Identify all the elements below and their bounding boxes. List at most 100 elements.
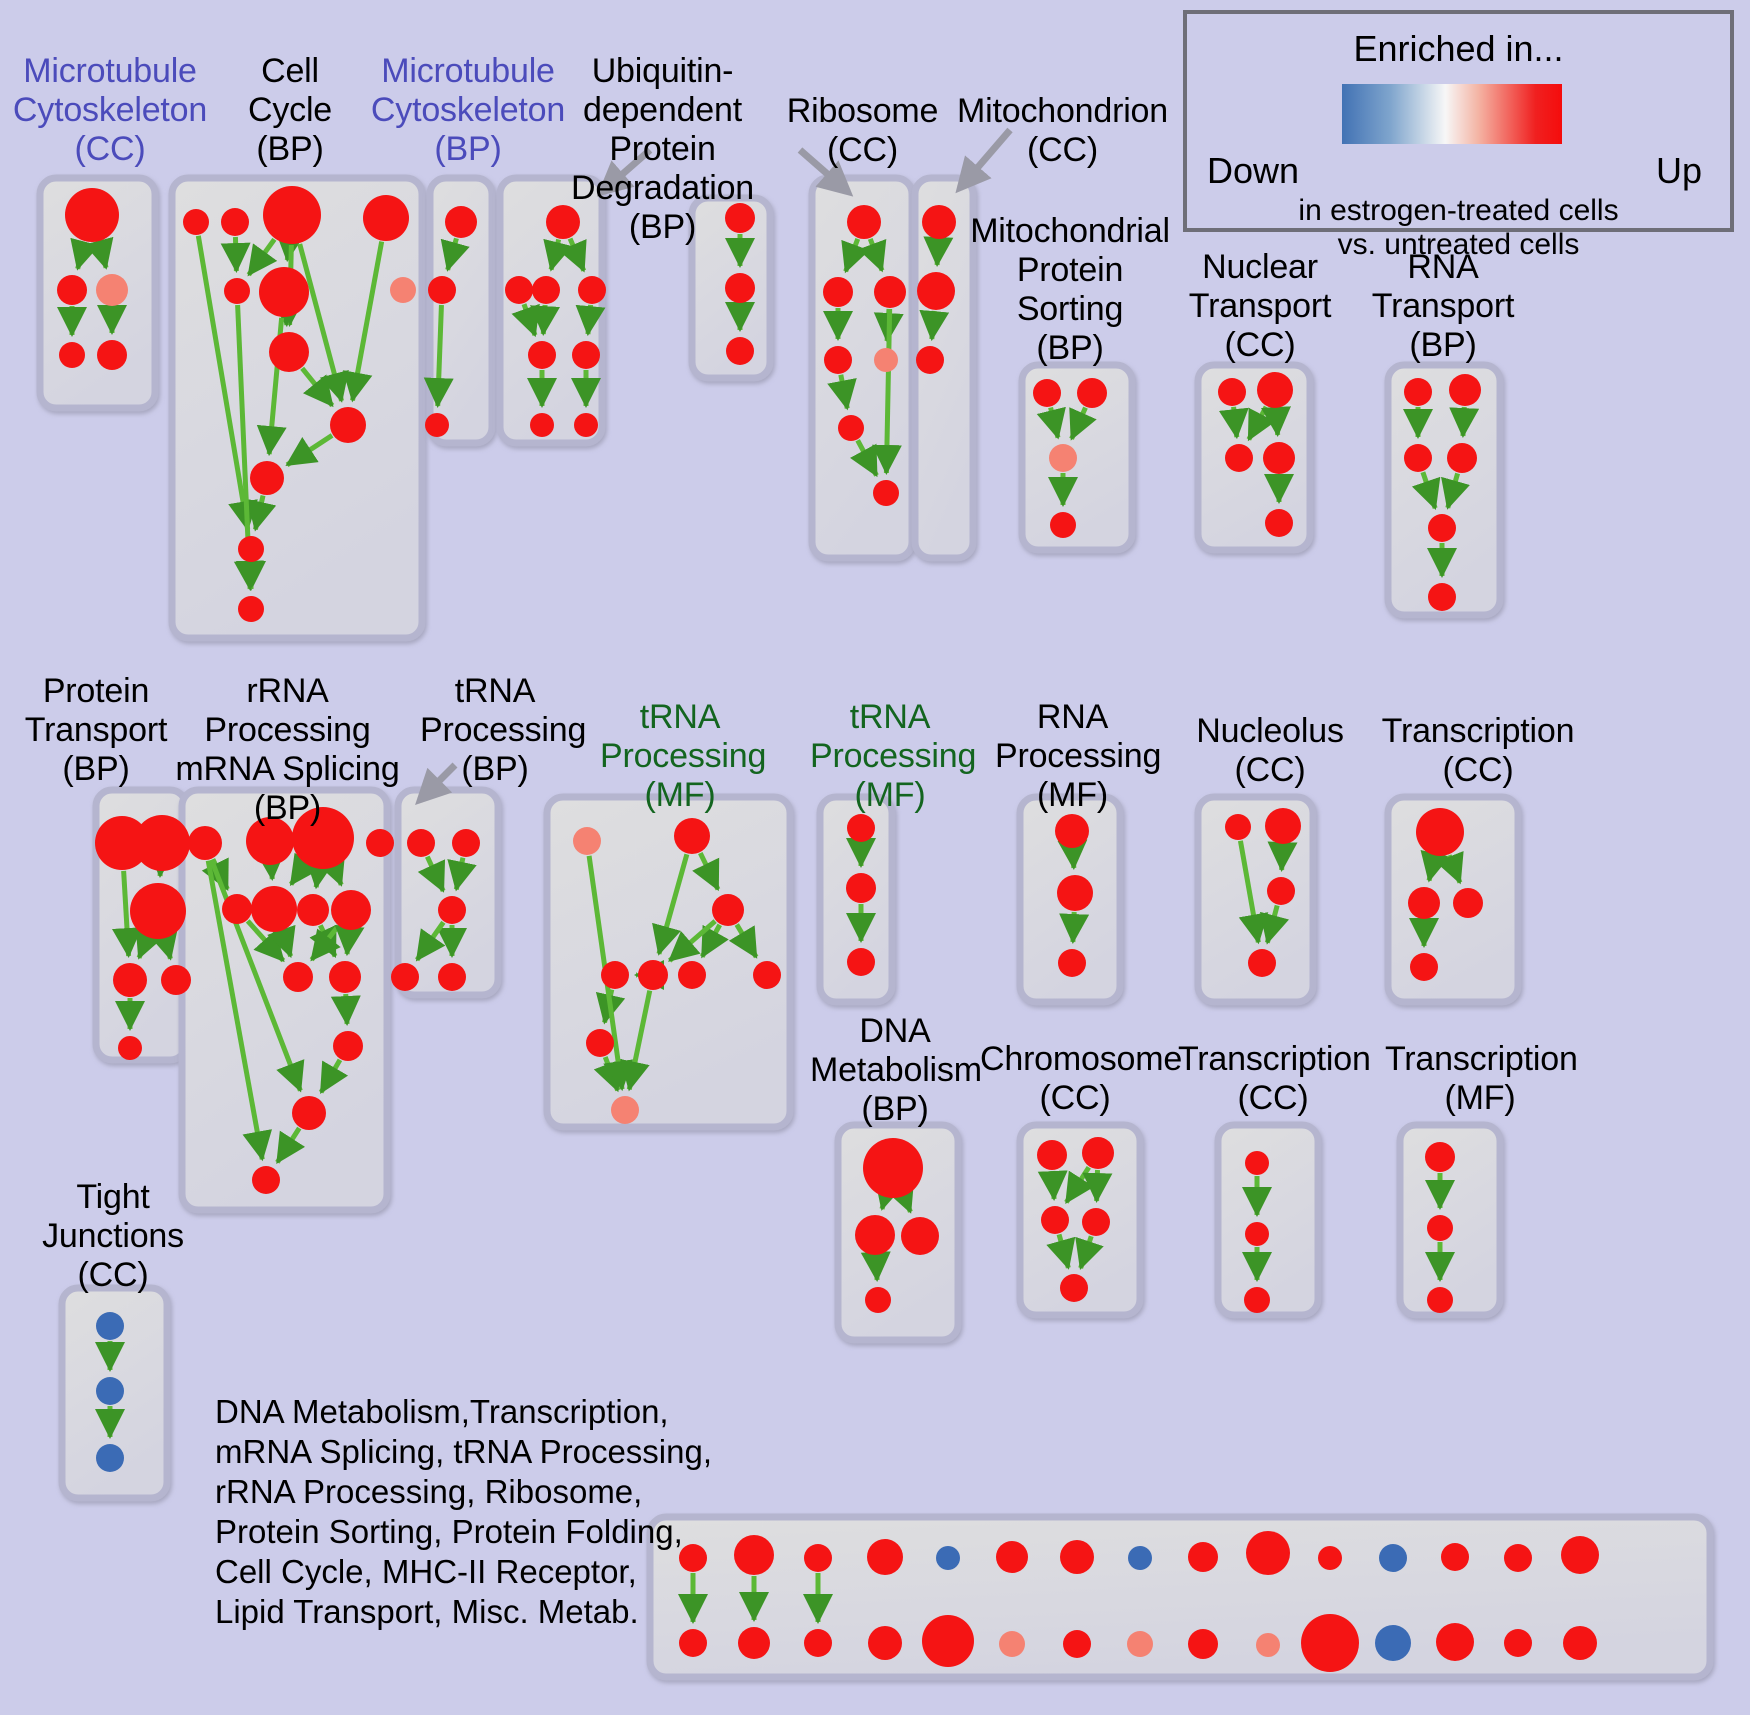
node-mid [573, 827, 601, 855]
edge [305, 857, 335, 890]
panel-trna-processing-bp [394, 786, 502, 999]
node-up [238, 536, 264, 562]
node-up [1428, 514, 1456, 542]
edge [919, 309, 950, 342]
node-up [238, 596, 264, 622]
node-up [118, 1036, 142, 1060]
edge [850, 439, 879, 478]
node-up [283, 962, 313, 992]
edge [195, 235, 258, 532]
node-down [96, 1377, 124, 1405]
label-dna-metabolism-bp: DNA Metabolism (BP) [810, 1012, 982, 1128]
panel-transcription-cc-top [1384, 793, 1522, 1006]
edge [267, 924, 296, 959]
node-up [331, 890, 371, 930]
edge [1057, 839, 1088, 871]
edge [1064, 1165, 1095, 1205]
node-mid [1256, 1633, 1280, 1657]
edge [246, 495, 277, 532]
node-up [263, 186, 321, 244]
node-up [1318, 1546, 1342, 1570]
edge [317, 853, 346, 887]
node-up [1060, 1540, 1094, 1574]
node-up [804, 1544, 832, 1572]
edge [871, 308, 902, 476]
edge [1267, 841, 1298, 873]
edge [334, 924, 365, 957]
node-up [753, 961, 781, 989]
panel-tight-junctions-cc [58, 1284, 171, 1502]
edge [586, 855, 633, 1092]
node-up [425, 413, 449, 437]
edge [70, 237, 100, 271]
node-up [1504, 1544, 1532, 1572]
label-rrna-processing-mrna-splicing-bp: rRNA Processing mRNA Splicing (BP) [175, 672, 400, 827]
edge [300, 366, 335, 408]
node-down [1128, 1546, 1152, 1570]
node-up [292, 1096, 326, 1130]
node-mid [1127, 1631, 1153, 1657]
node-up [1267, 877, 1295, 905]
node-up [1218, 378, 1246, 406]
node-up [1041, 1206, 1069, 1234]
node-up [917, 272, 955, 310]
edge [595, 989, 626, 1025]
node-up [1077, 378, 1107, 408]
node-up [855, 1215, 895, 1255]
edge [285, 433, 334, 467]
legend-color-bar [1342, 84, 1562, 144]
edge [530, 304, 560, 337]
node-up [188, 826, 222, 860]
edge [667, 919, 717, 963]
label-nucleolus-cc: Nucleolus (CC) [1196, 712, 1344, 789]
node-up [712, 894, 744, 926]
edge [205, 860, 273, 1162]
edge [275, 1126, 306, 1165]
label-tight-junctions-cc: Tight Junctions (CC) [42, 1178, 184, 1294]
edge [135, 926, 164, 960]
edge [1259, 904, 1290, 945]
node-up [674, 818, 710, 854]
node-up [269, 332, 309, 372]
edge [233, 304, 264, 592]
panel-rna-processing-mf [1016, 793, 1124, 1006]
legend-down-label: Down [1207, 150, 1300, 191]
panel-microtubule-cytoskeleton-bp [426, 174, 496, 447]
node-up [252, 1166, 280, 1194]
node-up [847, 948, 875, 976]
edge [1261, 406, 1291, 438]
node-up [1033, 379, 1061, 407]
node-up [183, 209, 209, 235]
edge [858, 238, 887, 273]
label-chromosome-cc: Chromosome (CC) [980, 1040, 1183, 1117]
node-down [96, 1444, 124, 1472]
edge [1411, 471, 1441, 511]
node-up [996, 1541, 1028, 1573]
edge [423, 304, 454, 409]
node-up [1301, 1614, 1359, 1672]
node-up [1504, 1629, 1532, 1657]
edge [1218, 406, 1249, 440]
node-down [1375, 1625, 1411, 1661]
node-up [1225, 444, 1253, 472]
node-up [1063, 1630, 1091, 1658]
node-up [847, 205, 881, 239]
panel-transcription-cc-bottom [1214, 1121, 1322, 1319]
panel-trna-processing-mf-1 [543, 793, 794, 1131]
edge [1435, 850, 1464, 885]
node-up [1058, 949, 1086, 977]
node-down [936, 1546, 960, 1570]
node-up [574, 413, 598, 437]
node-up [452, 829, 480, 857]
edge [309, 924, 341, 962]
node-up [865, 1287, 891, 1313]
node-up [601, 961, 629, 989]
node-up [1037, 1140, 1067, 1170]
edge [447, 857, 477, 892]
edge [1420, 849, 1450, 883]
node-down [1379, 1544, 1407, 1572]
node-up [1404, 378, 1432, 406]
node-up [113, 963, 147, 997]
node-up [251, 886, 297, 932]
node-up [1188, 1629, 1218, 1659]
